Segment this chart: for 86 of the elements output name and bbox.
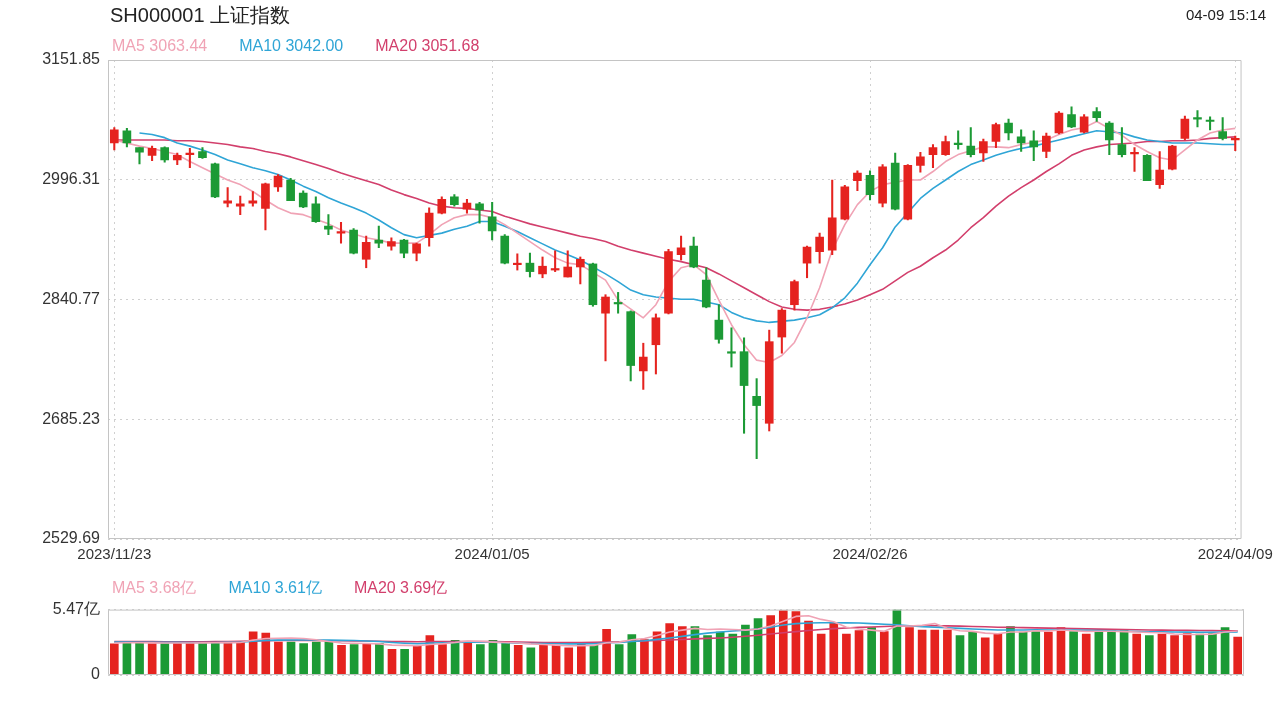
bar — [640, 639, 649, 675]
bar — [905, 627, 914, 675]
bar — [867, 627, 876, 675]
bar — [337, 644, 346, 675]
bar — [539, 644, 548, 675]
chart-title: SH000001 上证指数 — [110, 3, 291, 28]
bar — [842, 633, 851, 675]
bar — [513, 644, 523, 675]
bar — [299, 643, 308, 675]
text: MA5 3.68亿 — [112, 578, 197, 598]
y-tick-label: 5.47亿 — [52, 600, 100, 618]
bar — [1157, 633, 1167, 675]
text: MA20 3051.68 — [375, 37, 480, 55]
text: MA5 3063.44 — [112, 37, 208, 55]
bar — [627, 634, 637, 675]
bar — [135, 641, 144, 675]
bar — [400, 648, 409, 675]
x-tick-label: 2024/04/09 — [1197, 545, 1273, 563]
bar — [1069, 631, 1078, 675]
text: MA10 3.61亿 — [228, 578, 322, 598]
bar — [564, 647, 574, 675]
bar — [614, 644, 624, 675]
bar — [1132, 633, 1142, 675]
text: MA20 3.69亿 — [353, 578, 448, 598]
bar — [778, 610, 788, 675]
bar — [930, 629, 940, 675]
bar — [1044, 631, 1053, 675]
bar — [854, 630, 864, 675]
y-tick-label: 3151.85 — [42, 50, 101, 68]
bar — [804, 620, 813, 675]
bar — [728, 633, 738, 675]
bar — [879, 631, 889, 675]
bar — [980, 637, 990, 675]
bar — [311, 641, 321, 675]
x-tick-label: 2024/01/05 — [454, 545, 530, 563]
y-tick-label: 2685.23 — [42, 409, 101, 427]
bar — [968, 631, 977, 675]
bar — [1094, 631, 1104, 675]
bar — [1031, 631, 1041, 675]
bar — [147, 643, 157, 675]
bar — [236, 641, 245, 675]
bar — [703, 635, 712, 675]
bar — [109, 643, 119, 675]
bar — [349, 644, 359, 675]
bar — [210, 642, 220, 675]
bar — [1208, 633, 1217, 675]
bar — [375, 643, 384, 675]
bar — [261, 632, 271, 675]
bar — [1233, 636, 1243, 675]
bar — [438, 644, 447, 675]
bar — [463, 641, 473, 675]
y-tick-label: 2840.77 — [42, 289, 101, 307]
bar — [816, 633, 826, 675]
bar — [766, 615, 775, 675]
x-tick-label: 2024/02/26 — [832, 545, 908, 563]
bar — [1182, 633, 1192, 675]
bar — [526, 647, 536, 675]
text: 04-09 15:14 — [1185, 6, 1266, 23]
text: MA10 3042.00 — [239, 37, 344, 55]
bar — [715, 631, 725, 675]
bar — [917, 629, 927, 675]
bar — [1081, 633, 1091, 675]
bar — [160, 643, 170, 675]
bar — [955, 635, 965, 675]
bar — [286, 641, 296, 675]
bar — [1107, 629, 1116, 675]
bar — [412, 645, 422, 675]
candlestick — [387, 237, 396, 251]
bar — [1145, 635, 1154, 675]
candlestick — [727, 327, 736, 368]
y-tick-label: 0 — [91, 665, 101, 683]
bar — [1170, 635, 1179, 675]
bar — [741, 624, 750, 675]
bar — [829, 622, 839, 675]
bar — [173, 642, 182, 675]
bar — [501, 643, 510, 675]
bar — [943, 629, 952, 675]
y-tick-label: 2529.69 — [42, 529, 101, 547]
bar — [274, 641, 283, 675]
bar — [1195, 633, 1205, 675]
bar — [476, 644, 485, 675]
bar — [602, 629, 611, 675]
y-tick-label: 2996.31 — [42, 170, 101, 188]
x-tick-label: 2023/11/23 — [77, 545, 152, 563]
bar — [198, 642, 207, 675]
bar — [362, 643, 372, 675]
